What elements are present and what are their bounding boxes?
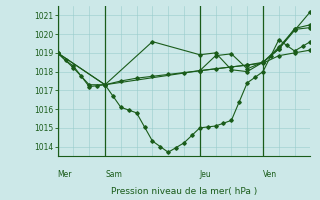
Text: Pression niveau de la mer( hPa ): Pression niveau de la mer( hPa ) [111, 187, 257, 196]
Text: Ven: Ven [263, 170, 277, 179]
Text: Mer: Mer [58, 170, 72, 179]
Text: Jeu: Jeu [200, 170, 212, 179]
Text: Sam: Sam [105, 170, 122, 179]
